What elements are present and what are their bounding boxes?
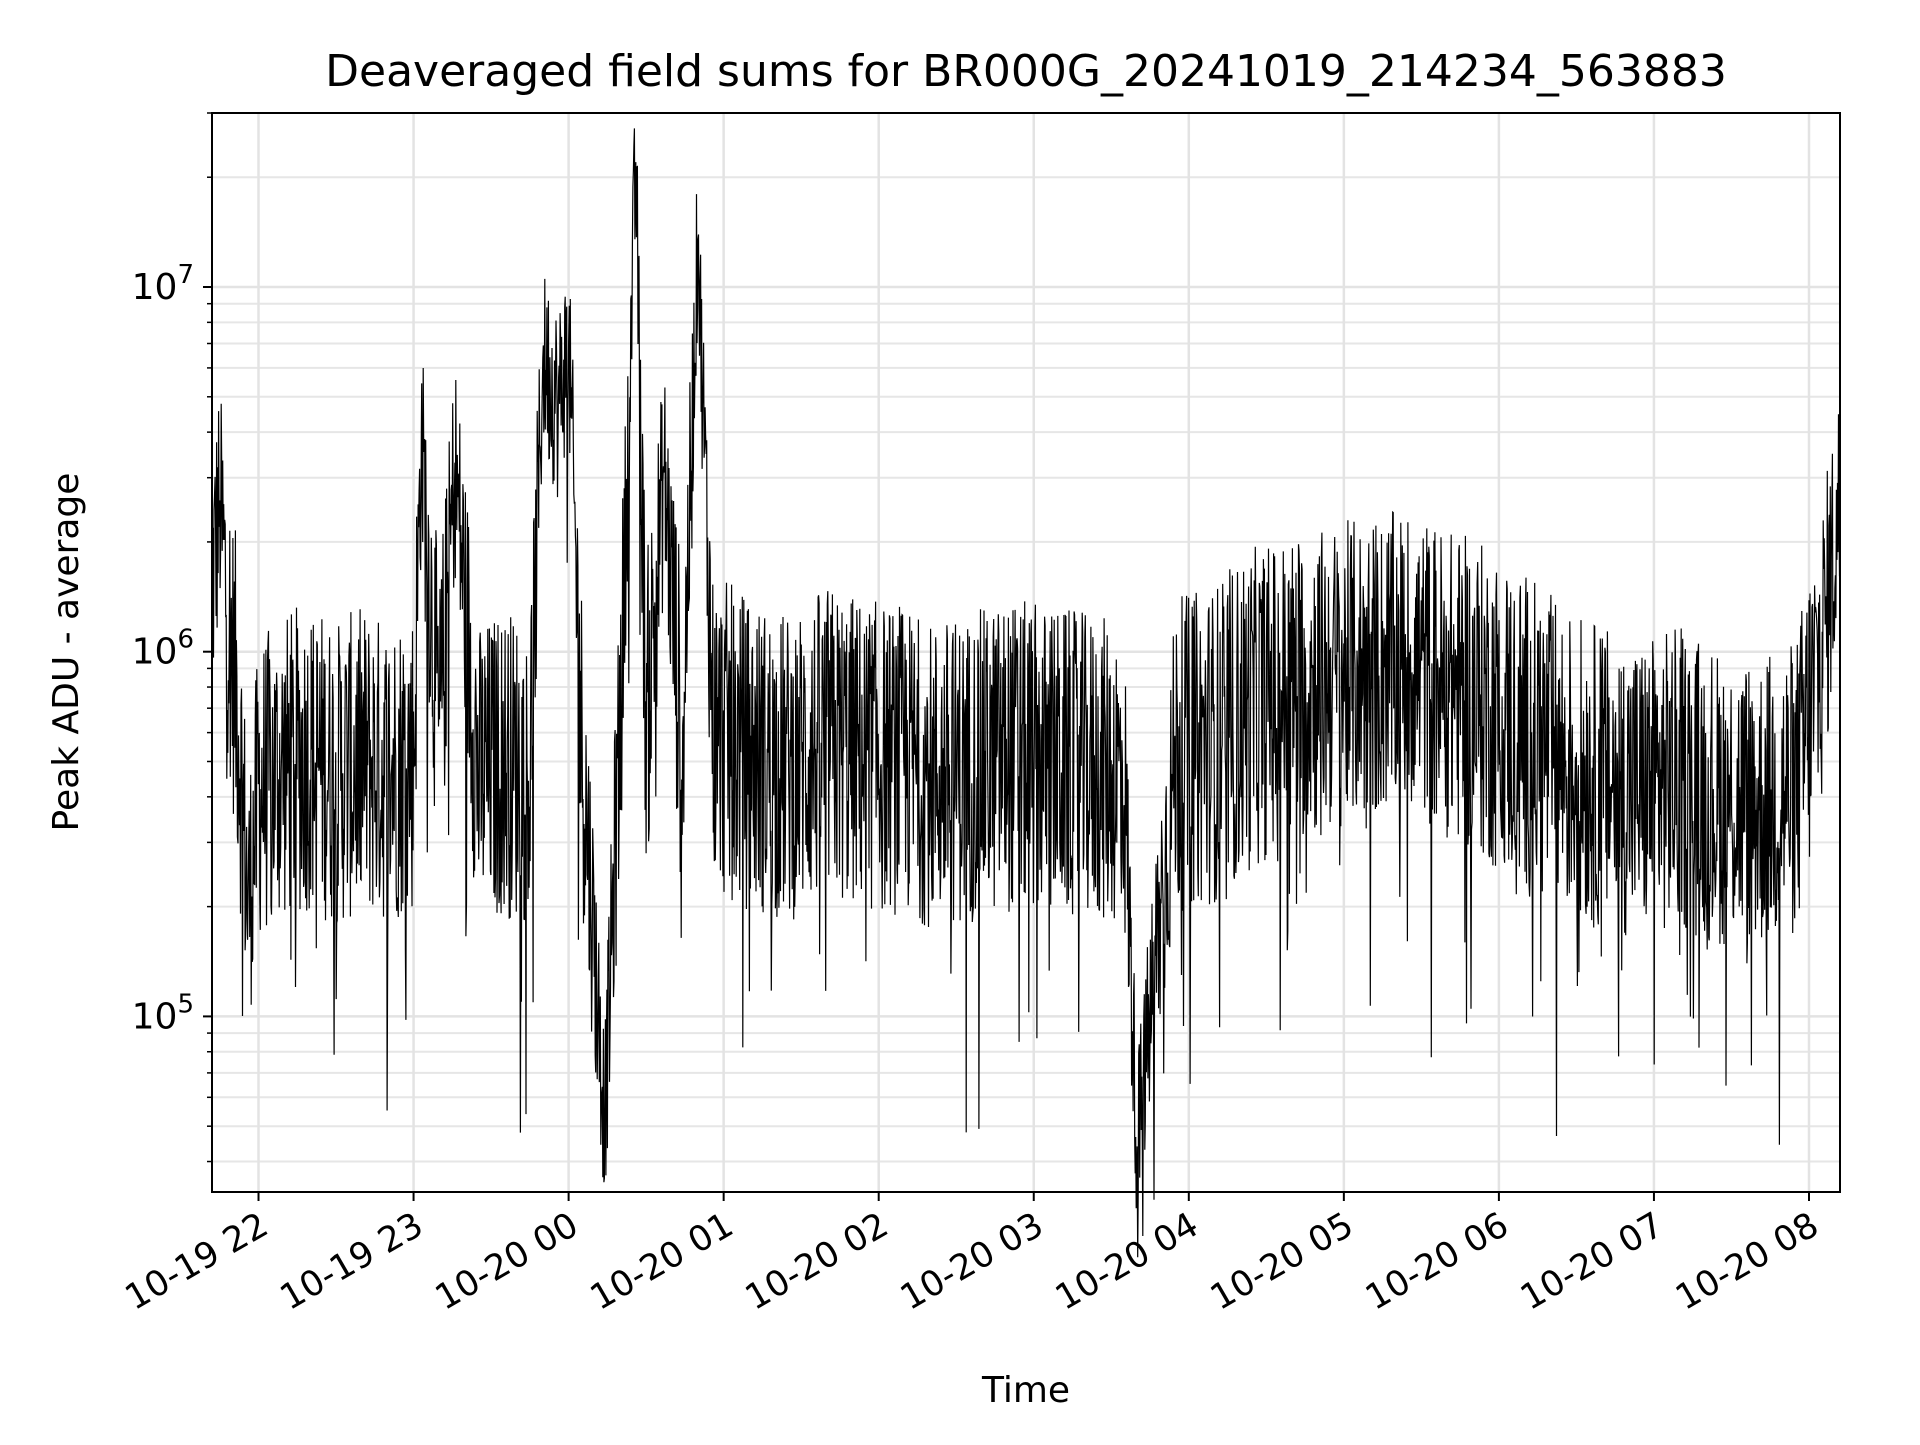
y-tick-label: 107 <box>132 260 194 308</box>
series-line <box>211 128 1841 1258</box>
y-tick-label: 106 <box>132 625 194 673</box>
y-tick-label: 105 <box>132 989 194 1037</box>
chart-title: Deaveraged field sums for BR000G_2024101… <box>325 46 1727 97</box>
y-axis-ticks: 105 106 107 <box>132 112 212 1163</box>
x-axis-label: Time <box>981 1370 1070 1411</box>
y-axis-label: Peak ADU - average <box>46 473 87 832</box>
series-group <box>211 128 1841 1258</box>
